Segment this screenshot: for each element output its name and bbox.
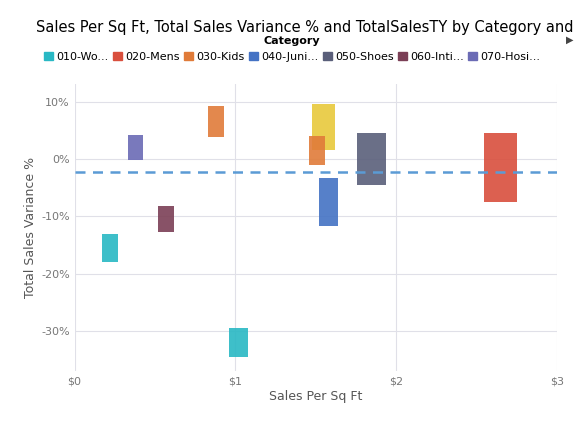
Legend: 010-Wo..., 020-Mens, 030-Kids, 040-Juni..., 050-Shoes, 060-Inti..., 070-Hosi...: 010-Wo..., 020-Mens, 030-Kids, 040-Juni.… bbox=[41, 34, 543, 64]
FancyBboxPatch shape bbox=[312, 105, 335, 150]
FancyBboxPatch shape bbox=[309, 136, 325, 165]
FancyBboxPatch shape bbox=[358, 133, 386, 185]
Text: Sales Per Sq Ft, Total Sales Variance % and TotalSalesTY by Category and Categor: Sales Per Sq Ft, Total Sales Variance % … bbox=[36, 19, 574, 35]
FancyBboxPatch shape bbox=[208, 106, 224, 138]
FancyBboxPatch shape bbox=[484, 133, 517, 202]
FancyBboxPatch shape bbox=[229, 328, 248, 357]
Y-axis label: Total Sales Variance %: Total Sales Variance % bbox=[24, 157, 37, 298]
Text: ▶: ▶ bbox=[567, 35, 574, 45]
FancyBboxPatch shape bbox=[319, 178, 338, 227]
FancyBboxPatch shape bbox=[129, 135, 143, 160]
FancyBboxPatch shape bbox=[158, 206, 174, 232]
FancyBboxPatch shape bbox=[102, 234, 118, 262]
X-axis label: Sales Per Sq Ft: Sales Per Sq Ft bbox=[269, 390, 362, 403]
